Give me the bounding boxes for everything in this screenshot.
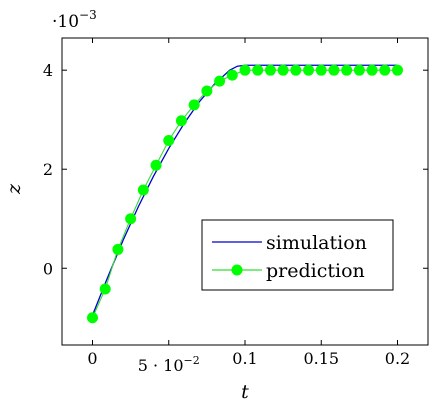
y-axis-label: z [3, 183, 25, 195]
prediction-point [341, 64, 353, 76]
y-scale-exponent: −3 [79, 8, 97, 22]
prediction-point [163, 134, 175, 146]
x-tick-label: 5 · 10−2 [138, 354, 200, 375]
prediction-point [214, 75, 226, 87]
x-tick-label: 0.2 [385, 349, 410, 368]
y-tick-label: 4 [43, 61, 53, 80]
prediction-point [239, 64, 251, 76]
prediction-point [264, 64, 276, 76]
prediction-point [366, 64, 378, 76]
prediction-point [315, 64, 327, 76]
legend-prediction-label: prediction [266, 260, 365, 282]
x-axis-label: t [241, 381, 249, 403]
y-scale-multiplier: ·10−3 [52, 8, 97, 32]
prediction-point [290, 64, 302, 76]
legend-simulation-label: simulation [266, 232, 367, 254]
prediction-point [112, 243, 124, 255]
legend-box [201, 219, 394, 291]
y-tick-label: 0 [43, 259, 53, 278]
prediction-point [188, 99, 200, 111]
prediction-point [226, 69, 238, 81]
plot-frame [61, 37, 429, 346]
axis-ticks: 0 5 · 10−2 0.1 0.15 0.2 0 2 4 [43, 38, 428, 375]
prediction-point [201, 85, 213, 97]
plot-marks [87, 64, 403, 324]
prediction-point [87, 312, 98, 324]
prediction-point [277, 64, 289, 76]
prediction-point [125, 213, 137, 225]
prediction-point [252, 64, 264, 76]
legend-prediction-marker [231, 264, 243, 276]
prediction-point [175, 115, 187, 127]
x-tick-label: 0 [87, 349, 97, 368]
prediction-point [392, 64, 403, 76]
x-tick-label: 0.15 [303, 349, 339, 368]
legend: simulation prediction [201, 219, 394, 291]
prediction-point [150, 159, 162, 171]
prediction-point [379, 64, 391, 76]
prediction-point [303, 64, 315, 76]
prediction-point [99, 283, 111, 295]
prediction-point [353, 64, 365, 76]
y-tick-label: 2 [43, 160, 53, 179]
prediction-point [328, 64, 340, 76]
x-tick-label: 0.1 [232, 349, 257, 368]
prediction-point [137, 184, 149, 196]
